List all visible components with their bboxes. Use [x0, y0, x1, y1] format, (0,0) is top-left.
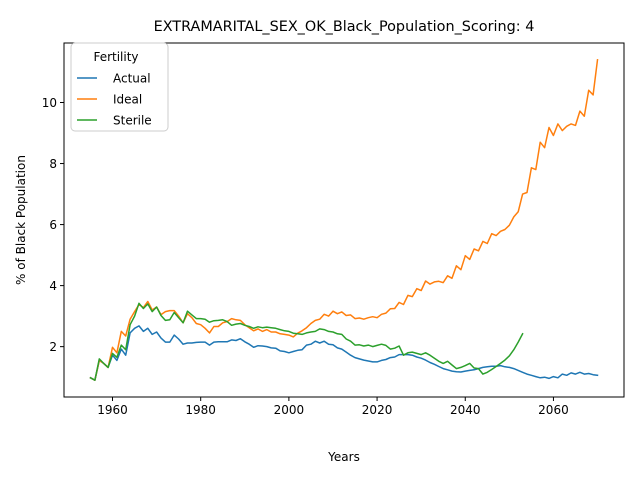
series-line-sterile: [89, 302, 524, 381]
y-axis-label: % of Black Population: [14, 155, 28, 285]
axes-frame: [63, 42, 625, 398]
series-line-actual: [89, 325, 599, 381]
legend-label-sterile: Sterile: [113, 114, 152, 128]
x-tick-label: 2000: [274, 403, 305, 417]
x-tick-label: 2060: [538, 403, 569, 417]
x-tick-label: 1980: [185, 403, 216, 417]
chart-title: EXTRAMARITAL_SEX_OK_Black_Population_Sco…: [154, 19, 535, 35]
series-line-ideal: [89, 58, 599, 381]
y-tick-label: 6: [49, 218, 57, 232]
legend-items: Actual Ideal Sterile: [77, 72, 152, 128]
y-tick-label: 10: [42, 96, 57, 110]
y-axis: 2 4 6 8 10: [42, 96, 64, 354]
x-tick-label: 1960: [97, 403, 128, 417]
x-tick-label: 2040: [450, 403, 481, 417]
x-axis: 1960 1980 2000 2020 2040 2060: [97, 397, 569, 417]
legend: Fertility Actual Ideal Sterile: [70, 42, 169, 132]
legend-label-ideal: Ideal: [113, 93, 142, 107]
plot-area: [63, 42, 625, 398]
y-tick-label: 4: [49, 279, 57, 293]
y-tick-label: 2: [49, 340, 57, 354]
series-layer: [89, 58, 599, 381]
legend-label-actual: Actual: [113, 72, 151, 86]
legend-title: Fertility: [93, 50, 138, 64]
x-tick-label: 2020: [362, 403, 393, 417]
x-axis-label: Years: [327, 450, 360, 464]
legend-box: [70, 42, 169, 132]
y-tick-label: 8: [49, 157, 57, 171]
